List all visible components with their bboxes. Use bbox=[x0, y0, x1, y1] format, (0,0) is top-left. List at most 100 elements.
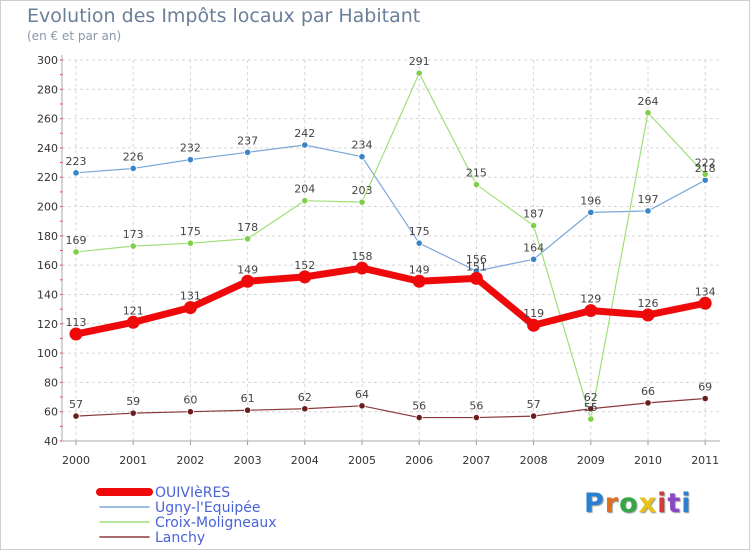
series-line bbox=[75, 72, 706, 420]
data-point bbox=[469, 271, 483, 285]
data-point bbox=[527, 318, 541, 332]
data-label: 55 bbox=[584, 401, 598, 414]
logo-letter: x bbox=[638, 488, 658, 519]
logo-letter: i bbox=[657, 488, 668, 519]
x-tick-label: 2002 bbox=[176, 454, 204, 467]
data-label: 66 bbox=[641, 385, 655, 398]
data-label: 218 bbox=[695, 162, 716, 175]
data-point bbox=[72, 412, 80, 420]
data-label: 291 bbox=[409, 55, 430, 68]
axes: 40 60 80 100 120 140 160 180 200 220 240 260 280 300 2… bbox=[37, 54, 720, 467]
series-line bbox=[72, 264, 709, 338]
data-point bbox=[529, 412, 538, 420]
data-label: 129 bbox=[580, 293, 601, 306]
data-label: 151 bbox=[466, 260, 487, 273]
y-tick-label: 60 bbox=[44, 406, 58, 419]
data-label: 204 bbox=[294, 183, 315, 196]
data-label: 175 bbox=[409, 225, 430, 238]
data-point bbox=[186, 408, 194, 416]
data-point bbox=[244, 235, 252, 243]
x-tick-label: 2000 bbox=[62, 454, 90, 467]
data-label: 149 bbox=[409, 263, 430, 276]
chart-title: Evolution des Impôts locaux par Habitant bbox=[27, 5, 421, 27]
data-point bbox=[358, 198, 366, 206]
data-point bbox=[301, 141, 309, 149]
y-tick-label: 40 bbox=[44, 435, 58, 448]
data-point bbox=[584, 304, 598, 318]
data-label: 237 bbox=[237, 134, 258, 147]
data-label: 197 bbox=[638, 193, 659, 206]
data-label: 164 bbox=[523, 241, 544, 254]
data-point bbox=[415, 69, 423, 77]
data-point bbox=[69, 327, 83, 341]
data-point bbox=[244, 148, 252, 156]
data-point bbox=[472, 180, 480, 189]
data-point bbox=[241, 274, 255, 288]
legend-label: Lanchy bbox=[155, 530, 205, 546]
data-label: 113 bbox=[66, 316, 87, 329]
y-tick-label: 120 bbox=[37, 318, 58, 331]
data-point bbox=[698, 296, 712, 310]
data-label: 175 bbox=[180, 225, 201, 238]
data-label: 62 bbox=[298, 391, 312, 404]
data-label: 234 bbox=[352, 139, 373, 152]
series-line bbox=[75, 144, 706, 272]
data-label: 169 bbox=[66, 234, 87, 247]
data-point bbox=[129, 164, 137, 173]
data-point bbox=[355, 261, 369, 275]
logo-letter: o bbox=[619, 488, 639, 519]
data-point bbox=[587, 208, 595, 216]
x-tick-label: 2006 bbox=[405, 454, 433, 467]
y-tick-label: 280 bbox=[37, 83, 58, 96]
data-point bbox=[701, 394, 709, 403]
x-tick-label: 2007 bbox=[462, 454, 490, 467]
legend-label: Croix-Moligneaux bbox=[155, 515, 277, 531]
series-group bbox=[69, 69, 712, 423]
data-point bbox=[358, 153, 366, 161]
data-point bbox=[72, 248, 80, 256]
data-point bbox=[129, 242, 137, 250]
data-label: 149 bbox=[237, 263, 258, 276]
y-tick-label: 200 bbox=[37, 201, 58, 214]
data-label: 203 bbox=[352, 184, 373, 197]
legend-label: OUIVIèRES bbox=[155, 485, 230, 501]
y-tick-label: 260 bbox=[37, 113, 58, 126]
x-tick-label: 2011 bbox=[691, 454, 719, 467]
x-tick-label: 2005 bbox=[348, 454, 376, 467]
data-label: 215 bbox=[466, 167, 487, 180]
data-point bbox=[412, 274, 426, 288]
data-point bbox=[301, 405, 309, 413]
data-label: 57 bbox=[69, 398, 83, 411]
data-label: 173 bbox=[123, 228, 144, 241]
data-point bbox=[415, 413, 423, 422]
x-tick-label: 2004 bbox=[291, 454, 319, 467]
data-point bbox=[472, 413, 480, 422]
x-tick-label: 2008 bbox=[520, 454, 548, 467]
data-label: 57 bbox=[527, 398, 541, 411]
data-point bbox=[186, 239, 194, 247]
data-point bbox=[183, 301, 197, 315]
data-label: 242 bbox=[294, 127, 315, 140]
data-label: 187 bbox=[523, 208, 544, 221]
logo-letter: t bbox=[667, 488, 682, 519]
data-label: 64 bbox=[355, 388, 369, 401]
y-tick-label: 180 bbox=[37, 230, 58, 243]
data-point bbox=[644, 207, 652, 215]
data-label: 119 bbox=[523, 307, 544, 320]
data-label: 156 bbox=[466, 253, 487, 266]
grid bbox=[62, 59, 720, 442]
data-labels: 223 226 232 237 242 234 175 156 164 196 197 218 169 1… bbox=[66, 55, 716, 414]
x-tick-label: 2003 bbox=[234, 454, 262, 467]
data-label: 131 bbox=[180, 290, 201, 303]
logo-letter: P bbox=[584, 488, 605, 519]
y-tick-label: 160 bbox=[37, 259, 58, 272]
data-label: 121 bbox=[123, 304, 144, 317]
data-label: 222 bbox=[695, 156, 716, 169]
data-point bbox=[358, 402, 366, 410]
x-tick-label: 2009 bbox=[577, 454, 605, 467]
data-label: 61 bbox=[241, 392, 255, 405]
data-point bbox=[701, 170, 709, 178]
x-tick-label: 2001 bbox=[119, 454, 147, 467]
